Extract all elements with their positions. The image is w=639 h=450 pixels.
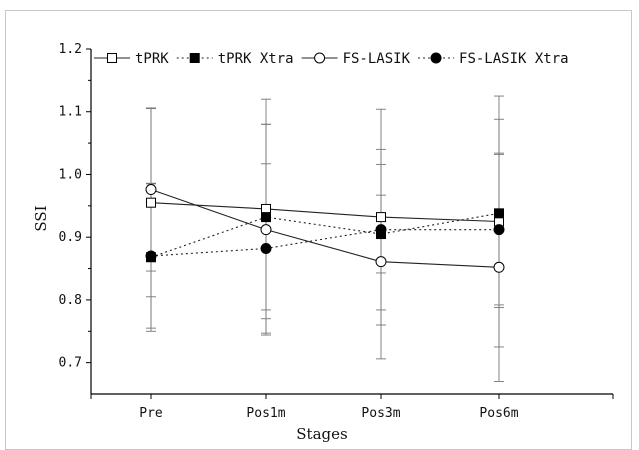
data-point	[494, 208, 504, 219]
y-tick-label: 0.9	[59, 230, 82, 245]
x-tick-label: Pos6m	[479, 406, 518, 421]
legend-label: FS-LASIK	[343, 51, 411, 67]
legend-marker	[189, 53, 200, 63]
data-point	[260, 242, 272, 254]
y-tick-label: 0.8	[59, 293, 82, 308]
data-point	[261, 212, 271, 223]
data-point	[375, 224, 387, 236]
data-point	[145, 184, 157, 196]
y-tick-label: 1.2	[59, 42, 82, 57]
data-point	[146, 197, 156, 208]
line-chart: 0.7 0.8 0.9 1.0 1.1 1.2 Pre Pos1m Pos3m Pos6m tPR…	[32, 42, 614, 442]
data-point	[493, 224, 505, 236]
series-lines	[150, 188, 500, 268]
series-markers	[145, 184, 505, 273]
series-line-tprk	[150, 202, 500, 223]
series-line-fs-lasik-xtra	[150, 229, 499, 257]
x-tick-label: Pos1m	[246, 406, 285, 421]
x-axis-label: Stages	[296, 425, 347, 442]
data-point	[375, 256, 387, 268]
series-line-tprk-xtra	[150, 212, 500, 258]
legend-marker	[107, 53, 117, 63]
data-point	[260, 224, 272, 236]
axes: 0.7 0.8 0.9 1.0 1.1 1.2 Pre Pos1m Pos3m Pos6m	[59, 42, 614, 421]
legend-marker	[430, 52, 442, 64]
chart-frame: 0.7 0.8 0.9 1.0 1.1 1.2 Pre Pos1m Pos3m Pos6m tPR…	[5, 10, 632, 450]
data-point	[145, 250, 157, 262]
data-point	[376, 212, 386, 223]
legend: tPRK tPRK Xtra FS-LASIK FS-LASIK Xtra	[94, 51, 569, 67]
x-tick-label: Pre	[139, 406, 163, 421]
x-tick-label: Pos3m	[361, 406, 400, 421]
y-tick-label: 1.0	[59, 167, 82, 182]
data-point	[261, 203, 271, 214]
legend-label: FS-LASIK Xtra	[459, 51, 569, 67]
legend-marker	[314, 52, 326, 64]
legend-label: tPRK Xtra	[218, 51, 294, 67]
data-point	[493, 261, 505, 273]
legend-label: tPRK	[135, 51, 169, 67]
series-line-fs-lasik	[150, 188, 500, 268]
y-axis-label: SSI	[32, 205, 50, 231]
y-tick-label: 1.1	[59, 105, 82, 120]
y-tick-label: 0.7	[59, 356, 82, 371]
